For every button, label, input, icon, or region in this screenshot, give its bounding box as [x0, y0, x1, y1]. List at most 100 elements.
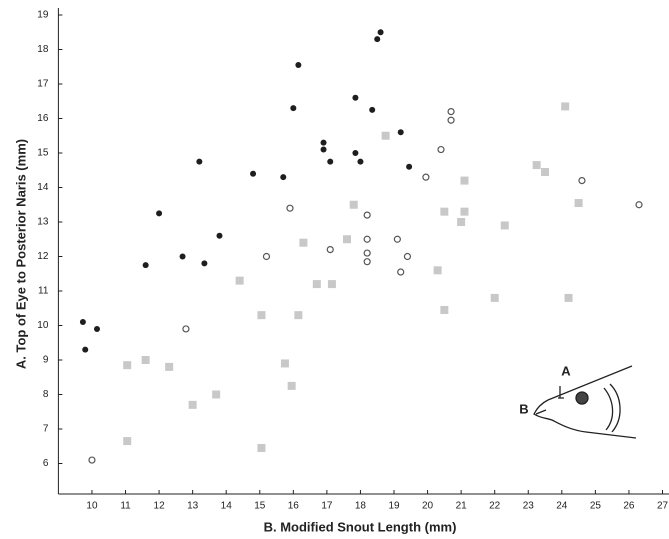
point — [561, 102, 570, 111]
x-axis-label: B. Modified Snout Length (mm) — [264, 519, 457, 534]
y-tick-label: 13 — [37, 217, 49, 228]
point — [327, 158, 334, 165]
point — [578, 177, 586, 185]
point — [369, 106, 376, 113]
point — [257, 311, 266, 320]
point — [290, 105, 297, 112]
point — [142, 262, 149, 269]
point — [93, 325, 100, 332]
point — [437, 145, 445, 154]
point — [312, 280, 321, 289]
point — [460, 176, 469, 185]
annotation: B — [519, 401, 528, 416]
y-tick-label: 7 — [43, 424, 49, 435]
point — [179, 253, 186, 260]
point — [433, 266, 442, 275]
x-tick-label: 23 — [523, 501, 535, 512]
point — [295, 62, 302, 69]
y-tick-label: 14 — [37, 182, 49, 193]
x-tick-label: 15 — [254, 501, 266, 512]
point — [286, 204, 294, 212]
gill — [603, 387, 614, 431]
point — [393, 235, 401, 243]
y-tick-label: 8 — [43, 389, 49, 400]
point — [326, 246, 334, 254]
y-tick-label: 6 — [43, 458, 49, 469]
point — [357, 158, 364, 165]
point — [500, 221, 509, 230]
point — [422, 173, 430, 181]
x-tick-label: 27 — [657, 501, 669, 512]
point — [82, 346, 89, 353]
point — [320, 146, 327, 153]
annotation: A — [561, 363, 571, 378]
point — [287, 381, 296, 390]
point — [397, 268, 405, 276]
point — [564, 293, 573, 302]
y-tick-label: 17 — [37, 79, 49, 90]
eye — [575, 391, 589, 405]
point — [363, 235, 371, 243]
y-tick-label: 15 — [37, 148, 49, 159]
point — [460, 207, 469, 216]
measure-b — [535, 409, 547, 415]
point — [257, 443, 266, 452]
point — [294, 311, 303, 320]
y-tick-label: 10 — [37, 320, 49, 331]
point — [352, 94, 359, 101]
y-tick-label: 16 — [37, 113, 49, 124]
x-tick-label: 21 — [456, 501, 468, 512]
jaw-outline — [533, 399, 637, 439]
point — [447, 116, 455, 124]
x-tick-label: 26 — [623, 501, 635, 512]
x-tick-label: 25 — [590, 501, 602, 512]
y-tick-label: 9 — [43, 355, 49, 366]
point — [403, 252, 412, 261]
point — [299, 238, 308, 247]
point — [165, 362, 174, 371]
x-tick-label: 11 — [120, 501, 131, 512]
point — [541, 167, 550, 176]
point — [440, 207, 449, 216]
point — [352, 150, 359, 156]
point — [141, 356, 150, 364]
point — [327, 280, 336, 289]
x-tick-label: 20 — [422, 501, 434, 512]
x-tick-label: 10 — [86, 501, 98, 512]
x-tick-label: 19 — [388, 501, 400, 512]
point — [574, 199, 583, 208]
x-tick-label: 24 — [556, 501, 568, 512]
point — [490, 293, 499, 302]
point — [188, 400, 197, 409]
point — [250, 170, 257, 177]
point — [280, 174, 287, 181]
x-tick-label: 16 — [288, 501, 300, 512]
y-axis-label: A. Top of Eye to Posterior Naris (mm) — [13, 139, 28, 369]
point — [406, 163, 413, 170]
y-tick-label: 11 — [38, 286, 49, 297]
point — [457, 218, 466, 226]
point — [280, 359, 289, 368]
point — [381, 131, 390, 140]
y-tick-label: 12 — [37, 251, 49, 262]
point — [374, 36, 381, 43]
x-tick-label: 18 — [355, 501, 367, 512]
x-tick-label: 13 — [187, 501, 199, 512]
point — [397, 129, 404, 136]
point — [216, 232, 223, 239]
point — [343, 235, 352, 244]
point — [156, 210, 163, 217]
point — [320, 139, 327, 146]
measure-a — [558, 386, 564, 399]
point — [79, 319, 86, 326]
inset-diagram — [533, 365, 637, 439]
head-outline — [547, 365, 633, 401]
point — [447, 107, 455, 116]
point — [440, 305, 449, 314]
point — [182, 325, 190, 333]
y-tick-label: 19 — [37, 10, 49, 21]
point — [123, 361, 132, 370]
point — [88, 456, 96, 464]
x-tick-label: 22 — [489, 501, 501, 512]
gill — [609, 383, 621, 433]
